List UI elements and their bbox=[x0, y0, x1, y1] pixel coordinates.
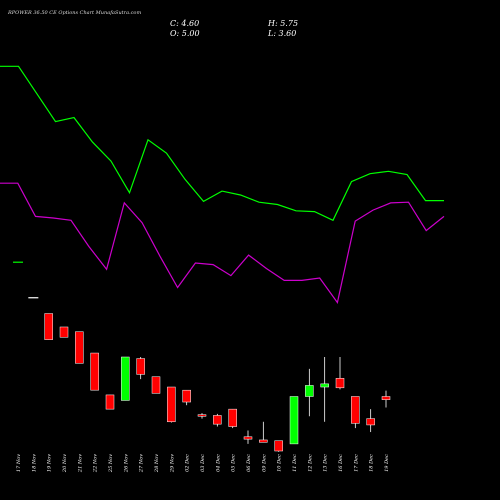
x-tick-label: 21 Nov bbox=[77, 454, 83, 473]
candle-body bbox=[197, 414, 207, 417]
candle-body bbox=[351, 396, 360, 424]
candle bbox=[274, 440, 283, 452]
x-tick-label: 06 Dec bbox=[246, 454, 252, 472]
candle-body bbox=[90, 352, 99, 391]
candle bbox=[197, 413, 207, 419]
candle bbox=[305, 368, 314, 417]
upper-indicator-line bbox=[0, 65, 444, 222]
lower-indicator-line bbox=[0, 182, 445, 304]
candle bbox=[213, 413, 222, 427]
candle-body bbox=[289, 396, 299, 445]
x-tick-label: 16 Dec bbox=[338, 454, 344, 472]
candle-body bbox=[274, 440, 283, 452]
low-value: L: 3.60 bbox=[268, 29, 297, 38]
candle bbox=[320, 357, 329, 422]
candle bbox=[151, 376, 161, 394]
candle bbox=[167, 386, 176, 423]
candle-body bbox=[167, 386, 176, 423]
candle-body bbox=[105, 394, 115, 410]
candle-body bbox=[136, 358, 145, 375]
candle-body bbox=[59, 326, 69, 338]
candle bbox=[351, 396, 360, 429]
x-tick-label: 10 Dec bbox=[277, 454, 283, 472]
candle bbox=[366, 409, 375, 433]
candle bbox=[59, 326, 69, 338]
x-tick-label: 12 Dec bbox=[307, 454, 313, 472]
candle-body bbox=[121, 356, 130, 401]
candle-body bbox=[305, 385, 314, 397]
candles bbox=[13, 261, 391, 452]
candle-body bbox=[335, 378, 345, 389]
candle-body bbox=[259, 439, 268, 443]
candle-body bbox=[75, 331, 84, 364]
x-tick-label: 18 Dec bbox=[369, 454, 375, 472]
candle-body bbox=[381, 396, 391, 400]
candle bbox=[289, 396, 299, 445]
chart-title: RPOWER 36.50 CE Options Chart MunafaSutr… bbox=[8, 10, 142, 16]
open-value: O: 5.00 bbox=[170, 29, 200, 38]
candle bbox=[335, 357, 345, 390]
x-tick-label: 03 Dec bbox=[200, 454, 206, 472]
x-tick-label: 19 Nov bbox=[47, 454, 53, 472]
candle bbox=[228, 408, 237, 429]
candle-body bbox=[228, 408, 237, 427]
x-tick-label: 29 Nov bbox=[169, 454, 175, 473]
candle bbox=[121, 356, 130, 401]
indicator-lines bbox=[0, 65, 445, 304]
x-tick-label: 20 Nov bbox=[62, 454, 68, 473]
x-tick-label: 22 Nov bbox=[93, 454, 99, 473]
candle-body bbox=[151, 376, 161, 394]
x-tick-label: 25 Nov bbox=[108, 454, 114, 473]
candle bbox=[105, 394, 115, 410]
x-tick-label: 19 Dec bbox=[384, 454, 390, 472]
x-tick-label: 27 Nov bbox=[139, 454, 145, 473]
x-tick-label: 13 Dec bbox=[323, 454, 329, 472]
x-tick-label: 09 Dec bbox=[261, 454, 267, 472]
candle bbox=[136, 357, 145, 380]
x-tick-label: 02 Dec bbox=[185, 454, 191, 472]
x-tick-label: 28 Nov bbox=[154, 454, 160, 473]
candle bbox=[381, 390, 391, 408]
close-value: C: 4.60 bbox=[170, 19, 200, 28]
x-tick-label: 04 Dec bbox=[215, 454, 221, 472]
x-tick-label: 18 Nov bbox=[31, 454, 37, 472]
candle bbox=[243, 430, 253, 444]
candle-body bbox=[44, 313, 53, 340]
x-tick-label: 17 Nov bbox=[16, 454, 22, 472]
candle bbox=[259, 421, 268, 443]
candle-body bbox=[213, 415, 222, 425]
candle bbox=[75, 331, 84, 364]
candle bbox=[90, 352, 99, 391]
candle-body bbox=[366, 418, 375, 426]
candle-body bbox=[182, 389, 191, 403]
candle bbox=[44, 313, 53, 340]
x-tick-label: 05 Dec bbox=[231, 454, 237, 472]
x-tick-label: 11 Dec bbox=[292, 454, 298, 472]
x-tick-label: 26 Nov bbox=[123, 454, 129, 473]
x-tick-label: 17 Dec bbox=[353, 454, 359, 472]
candle bbox=[182, 389, 191, 406]
x-axis-labels: 17 Nov 18 Nov 19 Nov 20 Nov 21 Nov 22 Nov 25 N… bbox=[16, 454, 390, 473]
candle-body bbox=[320, 383, 329, 388]
high-value: H: 5.75 bbox=[268, 19, 299, 28]
candle-body bbox=[243, 436, 253, 440]
